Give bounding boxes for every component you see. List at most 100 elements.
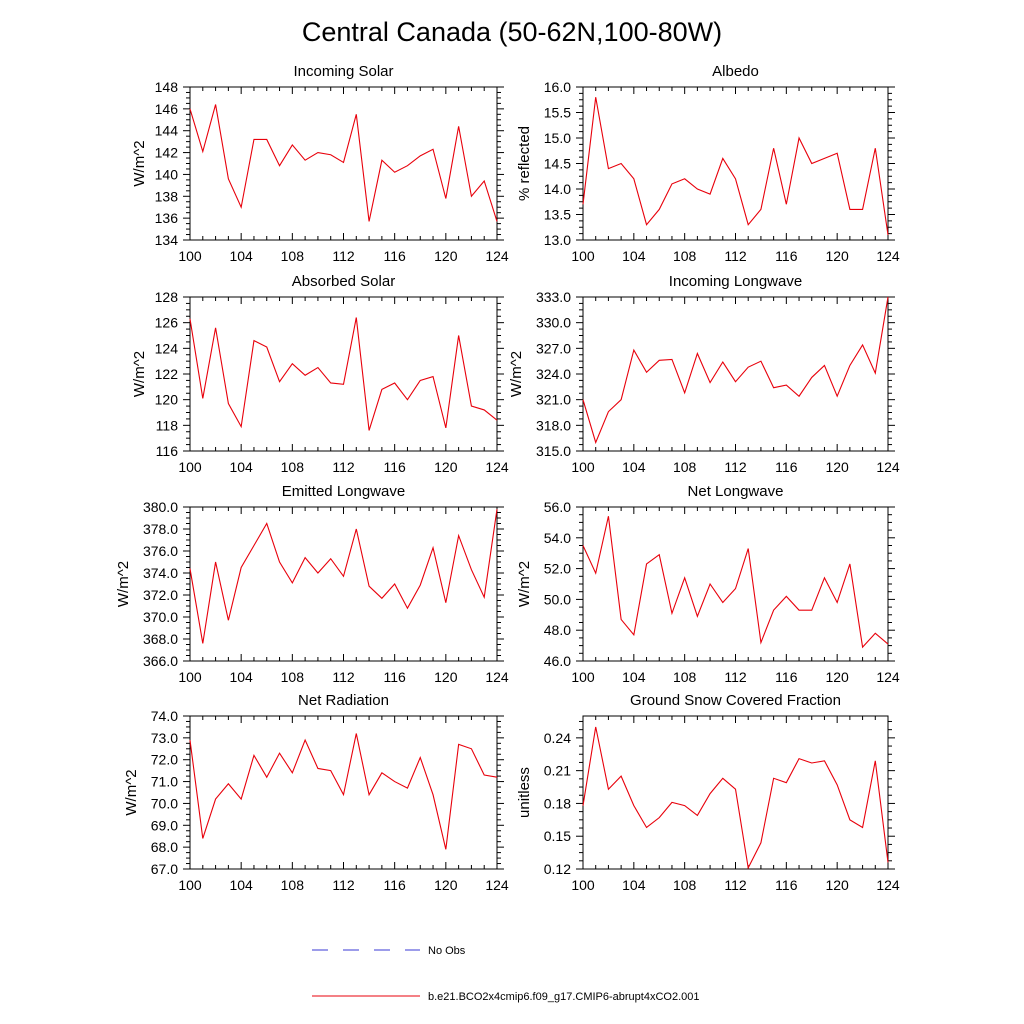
y-axis-label: unitless xyxy=(516,767,533,818)
x-tick-label: 124 xyxy=(485,669,509,685)
x-tick-label: 116 xyxy=(775,459,798,475)
x-tick-label: 108 xyxy=(281,459,305,475)
y-axis-label: W/m^2 xyxy=(115,561,132,607)
x-tick-label: 120 xyxy=(825,877,849,893)
y-tick-label: 116 xyxy=(156,443,179,459)
series-line xyxy=(582,726,889,870)
y-axis-label: % reflected xyxy=(516,126,533,201)
panel-title: Incoming Longwave xyxy=(669,273,802,290)
y-tick-label: 48.0 xyxy=(544,622,571,638)
x-tick-label: 116 xyxy=(775,248,798,264)
x-tick-label: 104 xyxy=(622,459,646,475)
y-axis-label: W/m^2 xyxy=(123,769,140,815)
y-tick-label: 14.5 xyxy=(544,156,571,172)
x-tick-label: 116 xyxy=(775,669,798,685)
x-tick-label: 124 xyxy=(876,248,900,264)
x-tick-label: 108 xyxy=(673,248,697,264)
x-tick-label: 108 xyxy=(673,669,697,685)
x-tick-label: 108 xyxy=(281,248,305,264)
x-tick-label: 108 xyxy=(673,459,697,475)
x-tick-label: 104 xyxy=(229,248,253,264)
y-tick-label: 140 xyxy=(155,166,179,182)
y-tick-label: 0.21 xyxy=(544,763,571,779)
y-tick-label: 70.0 xyxy=(151,795,178,811)
panel-incoming-longwave: Incoming Longwave 100 104 108 112 116 120 124 31… xyxy=(508,273,900,475)
y-tick-label: 128 xyxy=(155,289,179,305)
y-tick-label: 376.0 xyxy=(143,543,178,559)
x-tick-label: 120 xyxy=(825,248,849,264)
panel-title: Emitted Longwave xyxy=(282,483,405,500)
y-axis-label: W/m^2 xyxy=(131,351,148,397)
legend-model-label: b.e21.BCO2x4cmip6.f09_g17.CMIP6-abrupt4x… xyxy=(428,991,700,1003)
y-tick-label: 118 xyxy=(156,417,179,433)
y-tick-label: 0.15 xyxy=(544,828,571,844)
x-tick-label: 104 xyxy=(229,669,253,685)
y-tick-label: 370.0 xyxy=(143,609,178,625)
x-tick-label: 120 xyxy=(825,459,849,475)
y-tick-label: 124 xyxy=(155,340,179,356)
y-tick-label: 138 xyxy=(155,188,179,204)
x-tick-label: 116 xyxy=(384,877,407,893)
series-line xyxy=(189,104,498,222)
y-tick-label: 73.0 xyxy=(151,730,178,746)
series-line xyxy=(582,296,889,445)
x-tick-label: 108 xyxy=(281,669,305,685)
y-tick-label: 122 xyxy=(155,366,179,382)
panel-absorbed-solar: Absorbed Solar 100 104 108 112 116 120 124 116 11… xyxy=(131,273,509,475)
series-line xyxy=(189,509,498,644)
x-tick-label: 100 xyxy=(571,877,595,893)
x-tick-label: 124 xyxy=(876,877,900,893)
series-line xyxy=(582,516,889,649)
x-tick-label: 120 xyxy=(434,669,458,685)
y-tick-label: 318.0 xyxy=(536,417,571,433)
y-tick-label: 54.0 xyxy=(544,530,571,546)
panel-net-longwave: Net Longwave 100 104 108 112 116 120 124 46.0 48.… xyxy=(516,483,900,685)
panel-frame xyxy=(582,86,889,241)
y-tick-label: 372.0 xyxy=(143,587,178,603)
y-axis-label: W/m^2 xyxy=(516,561,533,607)
x-tick-label: 104 xyxy=(622,669,646,685)
panel-emitted-longwave: Emitted Longwave 100 104 108 112 116 120 124 366… xyxy=(115,483,509,685)
x-tick-label: 124 xyxy=(485,248,509,264)
x-tick-label: 112 xyxy=(332,669,355,685)
y-tick-label: 333.0 xyxy=(536,289,571,305)
panel-title: Albedo xyxy=(712,63,759,80)
panel-albedo: Albedo 100 104 108 112 116 120 124 13.0 13.5 14.0 1… xyxy=(516,63,900,264)
x-tick-label: 104 xyxy=(622,877,646,893)
x-tick-label: 100 xyxy=(178,459,202,475)
y-tick-label: 71.0 xyxy=(151,774,178,790)
x-tick-label: 120 xyxy=(434,459,458,475)
panels-grid: Incoming Solar 100 104 108 112 116 120 124 134 13… xyxy=(115,63,900,893)
y-axis-label: W/m^2 xyxy=(131,140,148,186)
y-tick-label: 148 xyxy=(155,79,179,95)
panel-title: Incoming Solar xyxy=(293,63,393,80)
legend-obs-label: No Obs xyxy=(428,945,466,957)
y-tick-label: 324.0 xyxy=(536,366,571,382)
x-tick-label: 100 xyxy=(178,248,202,264)
y-tick-label: 16.0 xyxy=(544,79,571,95)
y-tick-label: 46.0 xyxy=(544,653,571,669)
x-tick-label: 120 xyxy=(434,248,458,264)
x-tick-label: 112 xyxy=(724,669,747,685)
x-tick-label: 108 xyxy=(673,877,697,893)
x-tick-label: 112 xyxy=(724,248,747,264)
x-tick-label: 120 xyxy=(434,877,458,893)
x-tick-label: 100 xyxy=(571,248,595,264)
legend: No Obs b.e21.BCO2x4cmip6.f09_g17.CMIP6-a… xyxy=(312,945,700,1003)
x-tick-label: 112 xyxy=(332,877,355,893)
x-tick-label: 104 xyxy=(622,248,646,264)
y-tick-label: 15.0 xyxy=(544,130,571,146)
x-tick-label: 104 xyxy=(229,459,253,475)
y-tick-label: 366.0 xyxy=(143,653,178,669)
y-tick-label: 52.0 xyxy=(544,561,571,577)
panel-frame xyxy=(189,296,498,452)
x-tick-label: 116 xyxy=(384,459,407,475)
y-tick-label: 13.0 xyxy=(544,232,571,248)
panel-title: Net Radiation xyxy=(298,692,389,709)
y-tick-label: 146 xyxy=(155,101,179,117)
panel-frame xyxy=(582,506,889,662)
panel-frame xyxy=(189,86,498,241)
y-tick-label: 144 xyxy=(155,123,179,139)
panel-net-radiation: Net Radiation 100 104 108 112 116 120 124 67.0 68… xyxy=(123,692,509,893)
y-tick-label: 0.24 xyxy=(544,730,571,746)
